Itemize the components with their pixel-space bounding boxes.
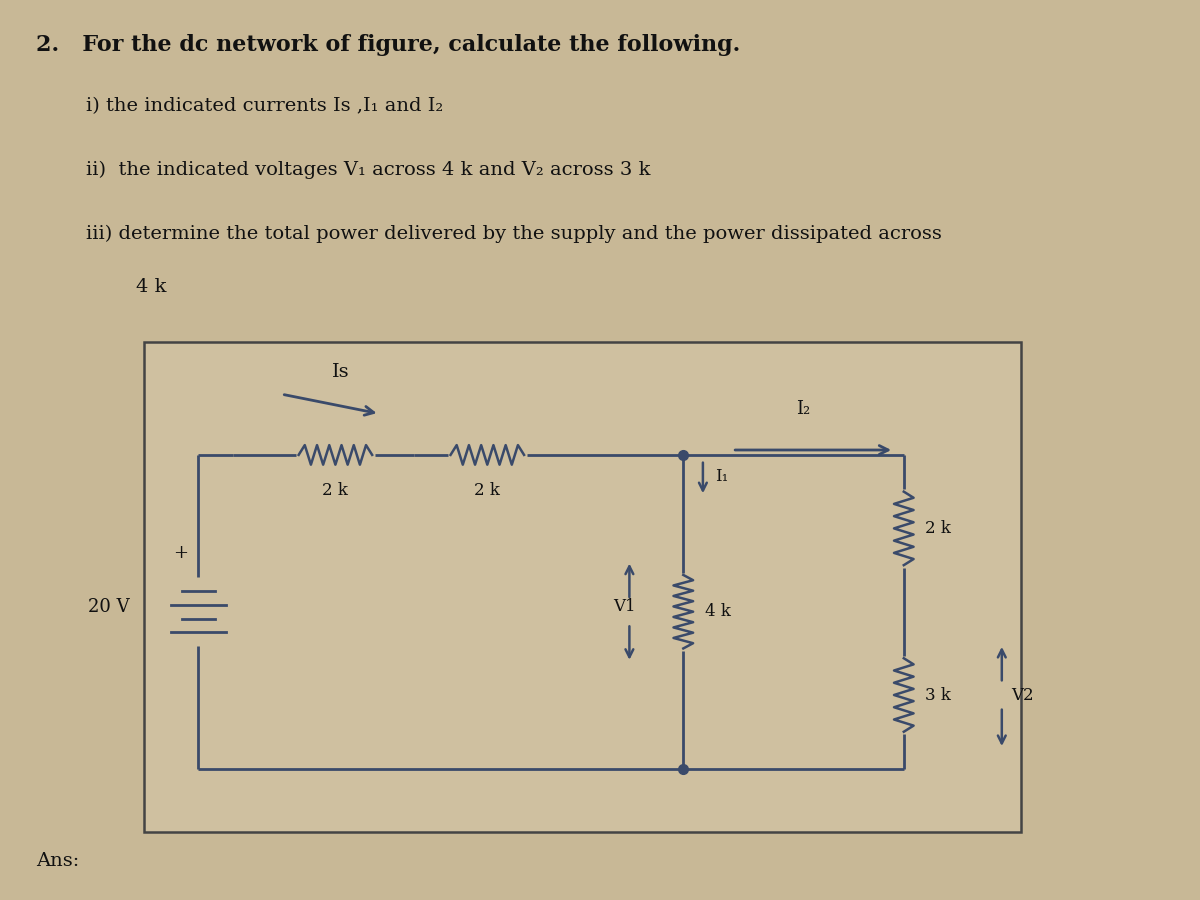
- Text: 2 k: 2 k: [474, 482, 500, 500]
- Text: V1: V1: [613, 598, 636, 616]
- Text: I₂: I₂: [797, 400, 810, 418]
- Text: 20 V: 20 V: [88, 598, 130, 616]
- Text: 3 k: 3 k: [925, 687, 952, 704]
- Text: i) the indicated currents Is ,I₁ and I₂: i) the indicated currents Is ,I₁ and I₂: [61, 97, 443, 115]
- Text: 2 k: 2 k: [925, 520, 952, 537]
- Text: Ans:: Ans:: [36, 851, 79, 869]
- Text: V2: V2: [1012, 687, 1034, 704]
- Text: Is: Is: [331, 364, 349, 382]
- Text: I₁: I₁: [715, 468, 728, 485]
- Text: 4 k: 4 k: [61, 278, 167, 296]
- Text: 2.   For the dc network of figure, calculate the following.: 2. For the dc network of figure, calcula…: [36, 33, 740, 56]
- Text: 2 k: 2 k: [323, 482, 348, 500]
- Text: +: +: [173, 544, 188, 562]
- Text: ii)  the indicated voltages V₁ across 4 k and V₂ across 3 k: ii) the indicated voltages V₁ across 4 k…: [61, 161, 650, 179]
- FancyBboxPatch shape: [144, 342, 1021, 832]
- Text: iii) determine the total power delivered by the supply and the power dissipated : iii) determine the total power delivered…: [61, 225, 942, 243]
- Text: 4 k: 4 k: [704, 603, 731, 620]
